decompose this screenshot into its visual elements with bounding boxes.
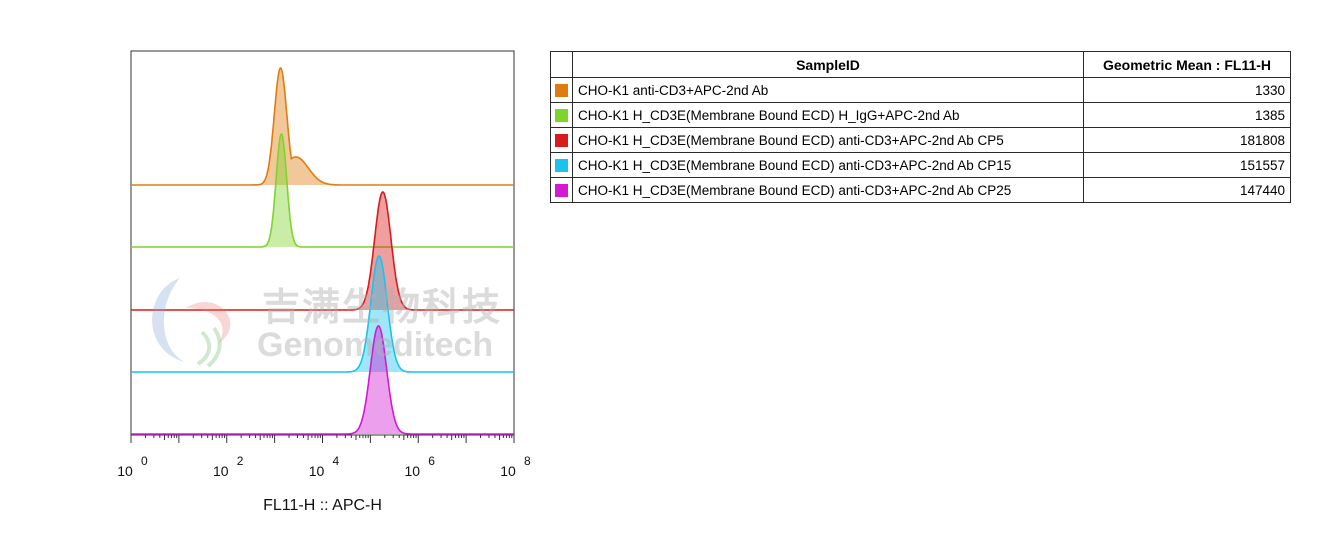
legend-header-sample: SampleID xyxy=(572,51,1084,78)
x-tick-label-base: 10 xyxy=(404,463,420,479)
legend-table: SampleID Geometric Mean : FL11-H CHO-K1 … xyxy=(550,51,1291,203)
legend-row: CHO-K1 H_CD3E(Membrane Bound ECD) anti-C… xyxy=(550,152,1291,178)
x-tick-label-exp: 4 xyxy=(333,454,340,468)
legend-header-swatch xyxy=(550,51,573,78)
histogram-line xyxy=(131,191,514,311)
legend-mean-value: 181808 xyxy=(1083,127,1291,153)
legend-swatch xyxy=(555,183,568,197)
x-tick-label-exp: 6 xyxy=(428,454,435,468)
x-tick-label: 10 2 xyxy=(213,454,244,479)
legend-mean-value: 147440 xyxy=(1083,177,1291,203)
x-tick-label: 10 6 xyxy=(404,454,435,479)
legend-mean-value: 1385 xyxy=(1083,102,1291,128)
legend-row: CHO-K1 H_CD3E(Membrane Bound ECD) anti-C… xyxy=(550,127,1291,153)
x-tick-label-exp: 0 xyxy=(141,454,148,468)
histogram-line xyxy=(131,255,514,373)
x-tick-label-exp: 8 xyxy=(524,454,531,468)
legend-row: CHO-K1 anti-CD3+APC-2nd Ab 1330 xyxy=(550,77,1291,103)
legend-swatch xyxy=(555,133,568,147)
plot-frame xyxy=(130,50,515,436)
legend-row: CHO-K1 H_CD3E(Membrane Bound ECD) anti-C… xyxy=(550,177,1291,203)
legend-mean-value: 1330 xyxy=(1083,77,1291,103)
legend-sample-name: CHO-K1 H_CD3E(Membrane Bound ECD) H_IgG+… xyxy=(572,102,1084,128)
legend-sample-name: CHO-K1 anti-CD3+APC-2nd Ab xyxy=(572,77,1084,103)
legend-sample-name: CHO-K1 H_CD3E(Membrane Bound ECD) anti-C… xyxy=(572,177,1084,203)
x-tick-label-base: 10 xyxy=(309,463,325,479)
histogram-line xyxy=(131,132,514,248)
x-axis-label: FL11-H :: APC-H xyxy=(263,497,382,514)
legend-swatch xyxy=(555,83,568,97)
x-tick-label-base: 10 xyxy=(117,463,133,479)
x-tick-label-base: 10 xyxy=(500,463,516,479)
x-tick-label: 10 8 xyxy=(500,454,531,479)
x-tick-label-exp: 2 xyxy=(237,454,244,468)
x-tick-label: 10 0 xyxy=(117,454,148,479)
histogram-line xyxy=(131,325,514,435)
legend-row: CHO-K1 H_CD3E(Membrane Bound ECD) H_IgG+… xyxy=(550,102,1291,128)
legend-swatch xyxy=(555,108,568,122)
legend-sample-name: CHO-K1 H_CD3E(Membrane Bound ECD) anti-C… xyxy=(572,152,1084,178)
x-tick-label-base: 10 xyxy=(213,463,229,479)
legend-sample-name: CHO-K1 H_CD3E(Membrane Bound ECD) anti-C… xyxy=(572,127,1084,153)
legend-mean-value: 151557 xyxy=(1083,152,1291,178)
legend-header-mean: Geometric Mean : FL11-H xyxy=(1083,51,1291,78)
histogram-line xyxy=(131,67,514,186)
legend-header-row: SampleID Geometric Mean : FL11-H xyxy=(550,51,1291,78)
x-tick-label: 10 4 xyxy=(309,454,340,479)
x-axis xyxy=(130,435,515,443)
legend-swatch xyxy=(555,158,568,172)
